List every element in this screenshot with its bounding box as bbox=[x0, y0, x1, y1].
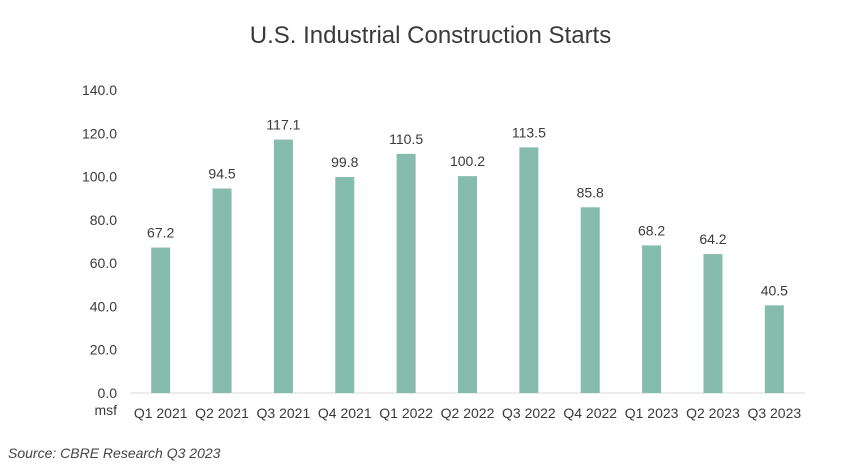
bar bbox=[335, 177, 355, 393]
y-tick-label: 140.0 bbox=[82, 82, 117, 98]
x-tick-label: Q1 2023 bbox=[625, 405, 679, 421]
data-label: 94.5 bbox=[208, 165, 235, 181]
x-tick-label: Q4 2021 bbox=[318, 405, 372, 421]
x-tick-label: Q3 2021 bbox=[257, 405, 311, 421]
x-tick-label: Q3 2023 bbox=[747, 405, 801, 421]
y-tick-label: 120.0 bbox=[82, 125, 117, 141]
x-tick-label: Q2 2021 bbox=[195, 405, 249, 421]
bar bbox=[151, 247, 171, 393]
bar bbox=[764, 305, 784, 393]
data-label: 110.5 bbox=[389, 131, 423, 147]
y-tick-label: 40.0 bbox=[90, 298, 117, 314]
source-note: Source: CBRE Research Q3 2023 bbox=[8, 445, 221, 461]
chart-title: U.S. Industrial Construction Starts bbox=[249, 22, 612, 49]
bar-chart: 0.0 20.0 40.0 60.0 80.0 100.0 120.0 140.0 msf 67.… bbox=[82, 82, 805, 421]
y-tick-label: 20.0 bbox=[90, 342, 117, 358]
x-tick-label: Q4 2022 bbox=[563, 405, 617, 421]
data-label: 68.2 bbox=[638, 222, 665, 238]
data-label: 100.2 bbox=[450, 153, 485, 169]
y-tick-label: 100.0 bbox=[82, 169, 117, 185]
bar bbox=[580, 207, 600, 393]
bar bbox=[458, 176, 477, 393]
y-tick-label: 60.0 bbox=[90, 255, 117, 271]
bar bbox=[396, 153, 416, 393]
data-label: 85.8 bbox=[577, 184, 604, 200]
x-tick-label: Q1 2021 bbox=[134, 405, 188, 421]
y-tick-label: 80.0 bbox=[90, 212, 117, 228]
bar bbox=[273, 139, 293, 393]
x-tick-label: Q2 2023 bbox=[686, 405, 740, 421]
data-label: 67.2 bbox=[147, 225, 174, 241]
x-tick-label: Q3 2022 bbox=[502, 405, 556, 421]
data-label: 40.5 bbox=[761, 282, 788, 298]
bar bbox=[519, 147, 539, 393]
bar bbox=[703, 254, 723, 393]
bar bbox=[642, 245, 662, 393]
data-label: 113.5 bbox=[512, 124, 546, 140]
data-label: 64.2 bbox=[699, 231, 726, 247]
data-label: 117.1 bbox=[266, 117, 300, 133]
y-tick-label: 0.0 bbox=[98, 385, 118, 401]
x-tick-label: Q1 2022 bbox=[379, 405, 433, 421]
y-axis-label: msf bbox=[94, 402, 117, 418]
x-tick-label: Q2 2022 bbox=[441, 405, 495, 421]
data-label: 99.8 bbox=[331, 154, 358, 170]
bar bbox=[212, 188, 232, 393]
